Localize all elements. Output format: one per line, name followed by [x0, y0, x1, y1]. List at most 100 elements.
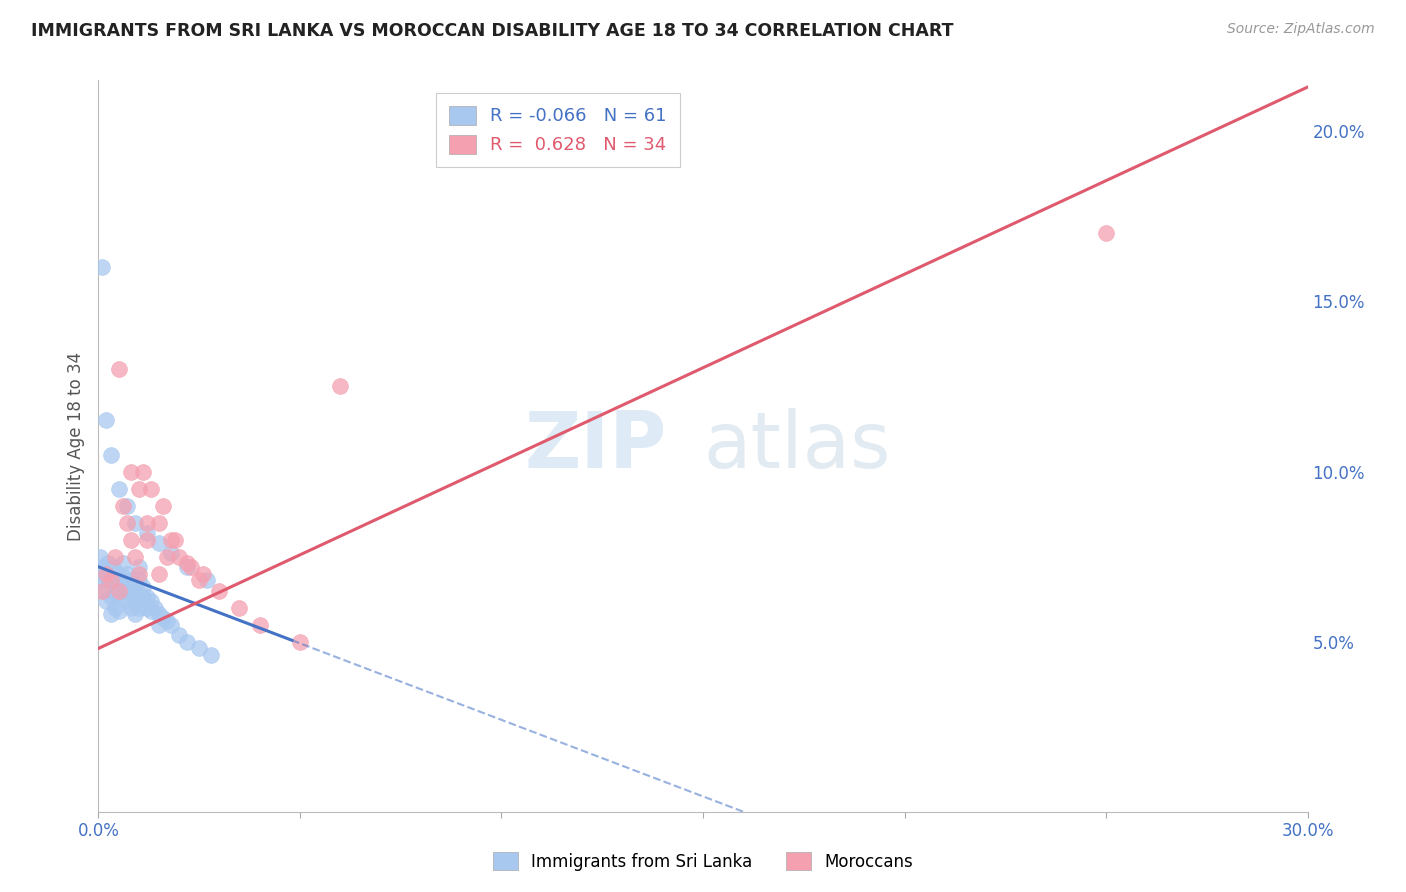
Point: [208, 583, 231, 598]
Point: [89, 549, 111, 564]
Legend: R = -0.066   N = 61, R =  0.628   N = 34: R = -0.066 N = 61, R = 0.628 N = 34: [436, 93, 679, 167]
Point: [128, 600, 150, 615]
Point: [132, 465, 155, 479]
Point: [135, 525, 157, 540]
Point: [91, 574, 114, 588]
Point: [103, 587, 125, 601]
Point: [91, 559, 114, 574]
Point: [195, 574, 218, 588]
Point: [176, 557, 198, 571]
Text: ZIP: ZIP: [524, 408, 666, 484]
Point: [93, 583, 115, 598]
Point: [124, 583, 146, 598]
Point: [96, 413, 118, 427]
Point: [156, 549, 179, 564]
Point: [111, 557, 134, 571]
Text: IMMIGRANTS FROM SRI LANKA VS MOROCCAN DISABILITY AGE 18 TO 34 CORRELATION CHART: IMMIGRANTS FROM SRI LANKA VS MOROCCAN DI…: [31, 22, 953, 40]
Point: [128, 574, 150, 588]
Point: [107, 583, 129, 598]
Point: [124, 607, 146, 622]
Point: [107, 604, 129, 618]
Point: [152, 611, 174, 625]
Point: [120, 600, 142, 615]
Point: [132, 591, 155, 605]
Point: [120, 465, 142, 479]
Point: [180, 559, 202, 574]
Point: [160, 533, 183, 547]
Point: [115, 594, 138, 608]
Point: [124, 549, 146, 564]
Point: [148, 607, 170, 622]
Point: [135, 516, 157, 530]
Point: [128, 482, 150, 496]
Point: [91, 583, 114, 598]
Point: [91, 260, 114, 275]
Point: [105, 566, 128, 581]
Point: [135, 533, 157, 547]
Point: [107, 580, 129, 594]
Point: [96, 594, 118, 608]
Point: [107, 482, 129, 496]
Point: [111, 570, 134, 584]
Text: atlas: atlas: [703, 408, 890, 484]
Point: [120, 587, 142, 601]
Point: [111, 499, 134, 513]
Point: [163, 533, 186, 547]
Point: [107, 362, 129, 376]
Point: [139, 594, 162, 608]
Point: [120, 533, 142, 547]
Point: [128, 559, 150, 574]
Point: [167, 628, 190, 642]
Point: [249, 617, 271, 632]
Point: [188, 641, 211, 656]
Point: [176, 559, 198, 574]
Point: [97, 557, 120, 571]
Point: [135, 600, 157, 615]
Point: [167, 549, 190, 564]
Point: [115, 580, 138, 594]
Point: [200, 648, 222, 663]
Point: [96, 566, 118, 581]
Point: [103, 600, 125, 615]
Point: [96, 570, 118, 584]
Point: [188, 574, 211, 588]
Point: [101, 559, 124, 574]
Point: [120, 574, 142, 588]
Text: Source: ZipAtlas.com: Source: ZipAtlas.com: [1227, 22, 1375, 37]
Point: [107, 591, 129, 605]
Point: [1095, 227, 1118, 241]
Point: [288, 634, 311, 648]
Point: [124, 516, 146, 530]
Point: [152, 499, 174, 513]
Point: [124, 594, 146, 608]
Point: [148, 536, 170, 550]
Point: [100, 448, 122, 462]
Legend: Immigrants from Sri Lanka, Moroccans: Immigrants from Sri Lanka, Moroccans: [485, 844, 921, 880]
Y-axis label: Disability Age 18 to 34: Disability Age 18 to 34: [66, 351, 84, 541]
Point: [139, 482, 162, 496]
Point: [103, 549, 125, 564]
Point: [139, 604, 162, 618]
Point: [100, 574, 122, 588]
Point: [111, 583, 134, 598]
Point: [128, 587, 150, 601]
Point: [228, 600, 250, 615]
Point: [115, 499, 138, 513]
Point: [148, 566, 170, 581]
Point: [176, 634, 198, 648]
Point: [103, 574, 125, 588]
Point: [193, 566, 215, 581]
Point: [329, 379, 352, 393]
Point: [115, 566, 138, 581]
Point: [160, 617, 183, 632]
Point: [148, 617, 170, 632]
Point: [148, 516, 170, 530]
Point: [160, 546, 183, 560]
Point: [132, 580, 155, 594]
Point: [156, 614, 179, 628]
Point: [128, 566, 150, 581]
Point: [115, 516, 138, 530]
Point: [100, 607, 122, 622]
Point: [135, 591, 157, 605]
Point: [100, 574, 122, 588]
